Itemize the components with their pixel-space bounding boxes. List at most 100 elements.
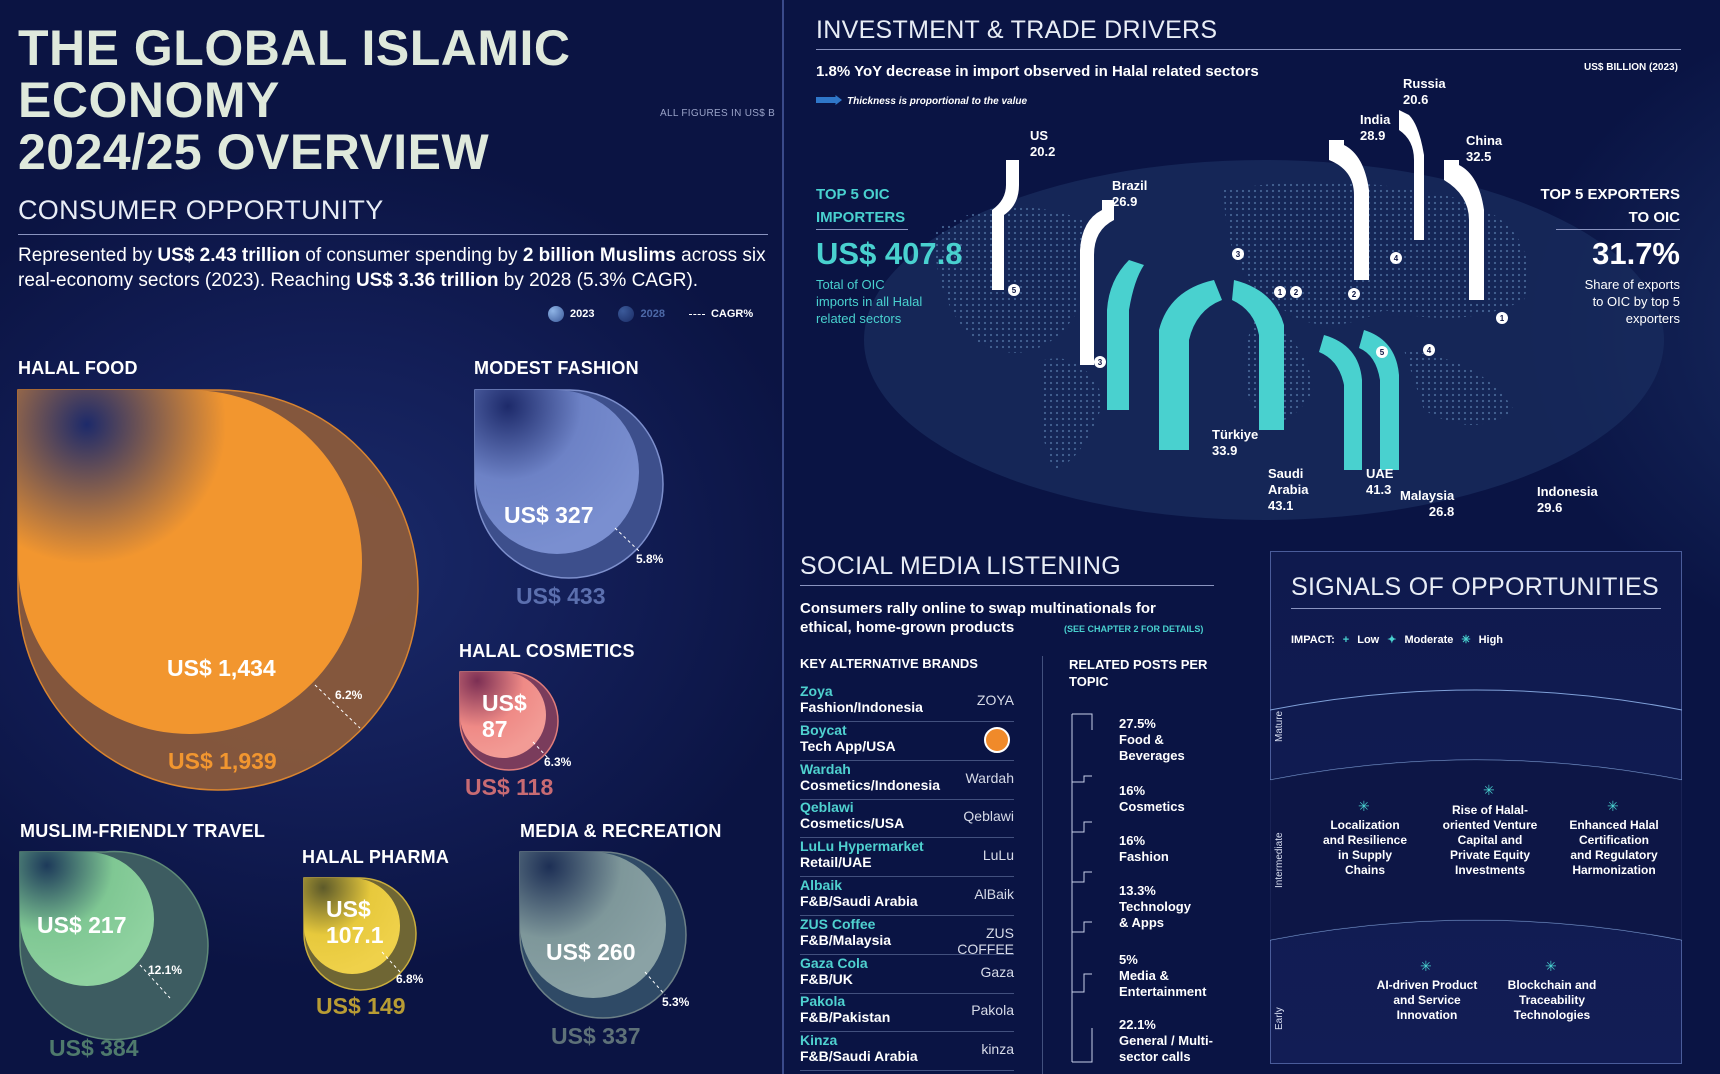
- saudi-label: Saudi Arabia 43.1: [1268, 466, 1308, 514]
- india-value: 28.9: [1360, 128, 1386, 143]
- social-subtitle: Consumers rally online to swap multinati…: [800, 599, 1156, 637]
- uae-flow: [1232, 280, 1284, 430]
- brazil-rank-pin: [1094, 356, 1106, 368]
- signal-4-line-1: AI-driven Product: [1376, 978, 1478, 992]
- brand-logo: Pakola: [971, 1002, 1014, 1019]
- impact-label: IMPACT:: [1291, 633, 1335, 646]
- exporters-desc-1: Share of exports: [1584, 277, 1680, 292]
- halal-food-cagr: 6.2%: [335, 688, 363, 702]
- halal-pharma-label: HALAL PHARMA: [302, 847, 450, 867]
- brand-row: Boycat Tech App/USA: [800, 722, 1014, 761]
- brand-name: Pakola: [800, 993, 846, 1010]
- thickness-note: Thickness is proportional to the value: [847, 96, 1028, 107]
- page-title-line-2: 2024/25 OVERVIEW: [18, 124, 490, 180]
- exporters-title-line-1: TOP 5 EXPORTERS: [1540, 186, 1681, 203]
- signal-4-line-3: Innovation: [1396, 1008, 1458, 1022]
- brands-header: KEY ALTERNATIVE BRANDS: [800, 656, 978, 671]
- brazil-label: Brazil 26.9: [1112, 178, 1147, 210]
- brand-row: Kinza F&B/Saudi Arabia kinza: [800, 1032, 1014, 1072]
- modest-fashion-label: MODEST FASHION: [474, 358, 639, 378]
- brand-category: Fashion/Indonesia: [800, 699, 923, 715]
- topic-label-1: Fashion: [1119, 849, 1169, 864]
- uae-value: 41.3: [1366, 482, 1392, 497]
- china-value: 32.5: [1466, 149, 1492, 164]
- signal-3-line-3: and Regulatory: [1570, 848, 1658, 862]
- signal-ai-innovation: AI-driven Product and Service Innovation: [1368, 978, 1486, 1023]
- impact-moderate-label: Moderate: [1404, 633, 1454, 646]
- saudi-rank-pin: [1274, 286, 1286, 298]
- signal-5-line-2: Traceability: [1518, 993, 1586, 1007]
- exporters-rule: [1556, 229, 1680, 230]
- topic-item: 5% Media & Entertainment: [1119, 952, 1206, 1000]
- saudi-rank: 1: [1277, 288, 1283, 297]
- legend-cagr-label: CAGR%: [710, 308, 754, 320]
- media-2023-value: US$ 260: [546, 939, 636, 965]
- signal-2-line-2: oriented Venture: [1442, 818, 1538, 832]
- social-title-rule: [800, 585, 1214, 586]
- brand-row: Pakola F&B/Pakistan Pakola: [800, 993, 1014, 1033]
- trade-title-rule: [816, 49, 1681, 50]
- saudi-value: 43.1: [1268, 498, 1294, 513]
- halal-cosmetics-2023-shape: [460, 672, 546, 758]
- social-section-title: SOCIAL MEDIA LISTENING: [800, 552, 1122, 580]
- brand-row: Qeblawi Cosmetics/USA Qeblawi: [800, 799, 1014, 839]
- uae-label: UAE 41.3: [1366, 466, 1393, 498]
- turkiye-rank-pin: [1232, 248, 1244, 260]
- exporters-title-line-2: TO OIC: [1628, 209, 1680, 226]
- signal-1-line-2: and Resilience: [1322, 833, 1408, 847]
- boycat-logo-icon: [984, 726, 1010, 753]
- importers-title-line-2: IMPORTERS: [816, 209, 906, 226]
- brazil-name: Brazil: [1112, 178, 1148, 193]
- signal-2-icon: ✳: [1483, 782, 1495, 798]
- indonesia-value: 29.6: [1537, 500, 1563, 515]
- malaysia-flow: [1319, 335, 1362, 470]
- travel-2028-value: US$ 384: [49, 1035, 139, 1061]
- legend-2023-swatch: [548, 306, 564, 322]
- brand-category: Cosmetics/USA: [800, 815, 905, 832]
- brazil-value: 26.9: [1112, 194, 1138, 209]
- us-value: 20.2: [1030, 144, 1056, 159]
- maturity-bands: [1270, 689, 1682, 941]
- brand-row: Wardah Cosmetics/Indonesia Wardah: [800, 761, 1014, 800]
- india-rank: 2: [1351, 290, 1357, 299]
- indonesia-flow: [1359, 330, 1399, 470]
- signal-5-line-3: Technologies: [1513, 1008, 1591, 1022]
- russia-label: Russia 20.6: [1403, 76, 1446, 108]
- impact-moderate-icon: ✦: [1387, 634, 1397, 646]
- saudi-flow: [1159, 280, 1222, 450]
- consumer-description: Represented by US$ 2.43 trillion of cons…: [18, 245, 766, 291]
- halal-pharma-2023-shape: [304, 877, 401, 974]
- brazil-rank: 3: [1097, 358, 1103, 367]
- trade-unit-note: US$ BILLION (2023): [1584, 62, 1678, 73]
- halal-cosmetics-2023-number: 87: [482, 716, 508, 742]
- indonesia-rank: 4: [1426, 346, 1432, 355]
- malaysia-value: 26.8: [1428, 504, 1455, 519]
- brands-column-divider: [1042, 656, 1046, 1074]
- signal-2-line-1: Rise of Halal-: [1451, 803, 1529, 817]
- brand-logo: LuLu: [982, 847, 1014, 864]
- media-2023-shape: [520, 851, 666, 998]
- brand-name: Qeblawi: [800, 799, 854, 816]
- legend-2028-swatch: [618, 306, 635, 322]
- halal-pharma-2028-value: US$ 149: [316, 993, 406, 1019]
- page-title: THE GLOBAL ISLAMIC ECONOMY 2024/25 OVERV…: [18, 22, 778, 178]
- saudi-name-1: Saudi: [1268, 466, 1304, 481]
- topic-label-2: Entertainment: [1119, 984, 1207, 999]
- signal-3-line-4: Harmonization: [1572, 863, 1656, 877]
- topic-item: 16% Fashion: [1119, 833, 1169, 865]
- brand-logo: Wardah: [965, 769, 1014, 786]
- brand-name: Kinza: [800, 1032, 838, 1049]
- brand-name: LuLu Hypermarket: [800, 838, 924, 855]
- social-subtitle-line-2: ethical, home-grown products: [800, 619, 1015, 636]
- signal-2-line-4: Private Equity: [1449, 848, 1531, 862]
- trade-section-title: INVESTMENT & TRADE DRIVERS: [816, 16, 1218, 44]
- uae-rank: 2: [1293, 288, 1299, 297]
- panel-divider: [782, 0, 784, 1074]
- signals-section-title: SIGNALS OF OPPORTUNITIES: [1291, 573, 1659, 601]
- consumer-legend: 2023 2028 CAGR%: [548, 306, 753, 322]
- india-label: India 28.9: [1360, 112, 1390, 144]
- exporters-description: Share of exports to OIC by top 5 exporte…: [1540, 276, 1680, 327]
- brand-logo: Gaza: [980, 963, 1014, 980]
- trade-subtitle: 1.8% YoY decrease in import observed in …: [816, 63, 1259, 80]
- consumer-section-title: CONSUMER OPPORTUNITY: [18, 195, 384, 225]
